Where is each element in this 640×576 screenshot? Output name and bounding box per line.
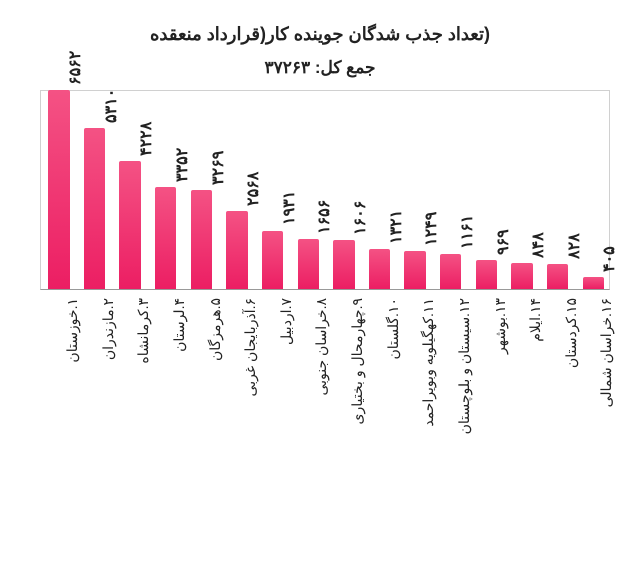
bar-value-label: ۱۹۳۱ <box>279 191 299 225</box>
category-label: ۱۶.خراسان شمالی <box>598 298 615 558</box>
category-label: ۳.کرمانشاه <box>135 298 152 558</box>
bar-value-label: ۶۵۶۲ <box>65 51 85 85</box>
bar <box>191 190 212 289</box>
category-label: ۶.آذربایجان غربی <box>242 298 259 558</box>
bar-value-label: ۲۵۶۸ <box>243 172 263 206</box>
bar <box>583 277 604 289</box>
bar-value-label: ۱۳۲۱ <box>386 210 406 244</box>
category-label: ۴.لرستان <box>171 298 188 558</box>
bar <box>155 187 176 289</box>
category-label: ۱۵.کردستان <box>563 298 580 558</box>
bar-value-label: ۱۶۰۶ <box>350 201 370 235</box>
chart-title: (تعداد جذب شدگان جوینده کار(قرارداد منعق… <box>0 24 640 45</box>
bar-value-label: ۸۲۸ <box>564 233 584 259</box>
bar-value-label: ۴۰۵ <box>599 246 619 272</box>
bar <box>476 260 497 289</box>
bar-value-label: ۱۲۴۹ <box>421 212 441 246</box>
bar <box>119 161 140 289</box>
bar <box>369 249 390 289</box>
category-label: ۱۳.بوشهر <box>492 298 509 558</box>
category-label: ۱۰.گلستان <box>385 298 402 558</box>
category-label: ۸.خراسان جنوبی <box>313 298 330 558</box>
bar <box>48 90 69 289</box>
category-label: ۷.اردبیل <box>278 298 295 558</box>
category-label: ۹.چهارمحال و بختیاری <box>349 298 366 558</box>
bar <box>404 251 425 289</box>
category-label: ۱.خوزستان <box>64 298 81 558</box>
category-label: ۱۲.سیستان و بلوچستان <box>456 298 473 558</box>
category-label: ۵.هرمزگان <box>207 298 224 558</box>
bar <box>547 264 568 289</box>
bar <box>511 263 532 289</box>
plot-area <box>40 90 610 290</box>
bar-value-label: ۴۲۲۸ <box>136 122 156 156</box>
bar-value-label: ۱۱۶۱ <box>457 214 477 248</box>
bar <box>298 239 319 289</box>
bar <box>333 240 354 289</box>
bar <box>226 211 247 289</box>
bar-chart: (تعداد جذب شدگان جوینده کار(قرارداد منعق… <box>0 0 640 576</box>
category-label: ۲.مازندران <box>100 298 117 558</box>
bar-value-label: ۹۶۹ <box>493 229 513 255</box>
category-label: ۱۱.کهگیلویه وبویراحمد <box>420 298 437 558</box>
bar <box>84 128 105 289</box>
bar-value-label: ۳۲۶۹ <box>208 151 228 185</box>
bar-value-label: ۱۶۵۶ <box>314 199 334 233</box>
bar <box>262 231 283 290</box>
bar <box>440 254 461 289</box>
bar-value-label: ۸۴۸ <box>528 233 548 259</box>
category-label: ۱۴.ایلام <box>527 298 544 558</box>
bar-value-label: ۳۳۵۲ <box>172 148 192 182</box>
bar-value-label: ۵۳۱۰ <box>101 89 121 123</box>
chart-subtitle: جمع کل: ۳۷۲۶۳ <box>0 58 640 78</box>
